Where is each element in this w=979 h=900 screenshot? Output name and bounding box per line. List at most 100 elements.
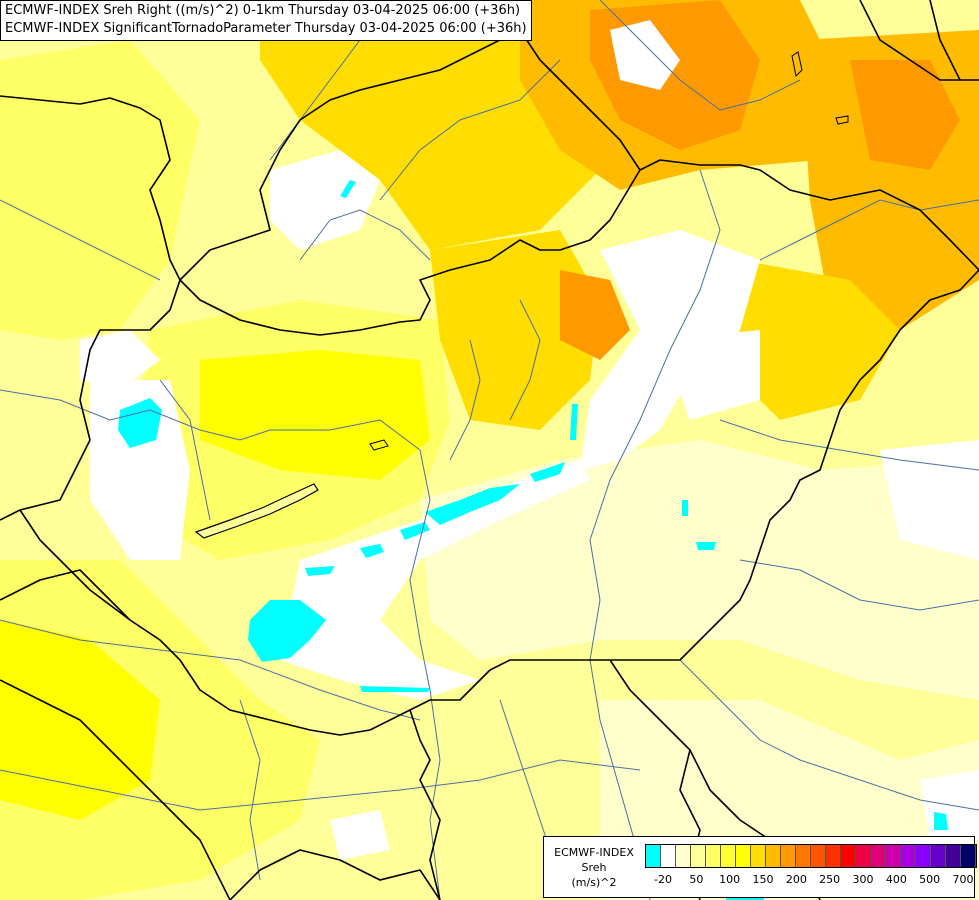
lake-small-central xyxy=(369,439,389,451)
field-white-east-edge xyxy=(880,440,979,560)
border-east-moldova xyxy=(929,0,961,81)
river-tisza xyxy=(589,169,721,900)
border-ukraine-north xyxy=(859,0,979,81)
legend-swatch xyxy=(841,845,856,867)
river-drava xyxy=(0,619,421,721)
legend-label: ECMWF-INDEX Sreh (m/s)^2 xyxy=(546,845,642,890)
border-hungary-croatia xyxy=(19,509,491,736)
river-east-1 xyxy=(759,199,979,261)
title-box: ECMWF-INDEX Sreh Right ((m/s)^2) 0-1km T… xyxy=(0,0,532,41)
legend-tick-label: 150 xyxy=(752,873,774,886)
river-central-2 xyxy=(509,299,541,421)
field-white-band xyxy=(280,460,590,700)
border-austria-hungary xyxy=(0,279,181,521)
border-slovenia-croatia xyxy=(0,569,131,621)
river-sava xyxy=(0,759,641,811)
river-central-1 xyxy=(449,339,481,461)
legend-ticks: -20 50 100 150 200 250 300 400 500 700 xyxy=(645,873,975,889)
field-white-north xyxy=(270,150,380,250)
field-dark-orange-east xyxy=(850,60,960,170)
border-bosnia xyxy=(229,849,441,900)
legend-tick-label: 200 xyxy=(785,873,807,886)
field-cyan-north xyxy=(340,180,356,198)
legend-tick-label: 500 xyxy=(919,873,941,886)
field-gold-east-band xyxy=(430,230,600,430)
border-czech-slovakia xyxy=(179,69,441,281)
river-southeast xyxy=(679,659,979,811)
legend-swatch xyxy=(676,845,691,867)
legend-swatch xyxy=(826,845,841,867)
lake-small-north xyxy=(791,51,803,78)
legend-swatch xyxy=(706,845,721,867)
legend-swatch xyxy=(691,845,706,867)
legend-swatch xyxy=(661,845,676,867)
legend-swatch xyxy=(751,845,766,867)
river-danube-west xyxy=(0,389,441,900)
field-cyan-south-strip xyxy=(360,686,430,692)
border-slovakia-hungary xyxy=(179,159,979,336)
title-sreh: ECMWF-INDEX Sreh Right ((m/s)^2) 0-1km T… xyxy=(5,3,521,18)
field-cyan-band-1 xyxy=(425,484,520,525)
field-cyan-east-small-2 xyxy=(696,542,716,550)
border-austria-north xyxy=(0,95,181,281)
river-east-2 xyxy=(719,419,979,471)
legend-swatch xyxy=(961,845,976,867)
river-west-1 xyxy=(0,199,161,281)
legend-swatches xyxy=(645,844,977,868)
color-legend: ECMWF-INDEX Sreh (m/s)^2 -20 50 100 150 200 2… xyxy=(543,836,977,898)
legend-variable: Sreh xyxy=(581,861,607,874)
legend-swatch xyxy=(886,845,901,867)
field-white-northwest xyxy=(80,330,160,390)
legend-swatch xyxy=(796,845,811,867)
lake-small-east xyxy=(835,115,849,125)
field-white-north-top xyxy=(610,20,680,90)
river-east-3 xyxy=(739,559,979,611)
field-white-south-small xyxy=(330,810,390,860)
river-north-3 xyxy=(299,209,431,261)
legend-tick-label: -20 xyxy=(654,873,672,886)
field-cyan-east-small xyxy=(682,500,688,516)
legend-tick-label: 50 xyxy=(689,873,704,886)
title-stp: ECMWF-INDEX SignificantTornadoParameter … xyxy=(5,21,527,36)
legend-swatch xyxy=(946,845,961,867)
field-pale-south xyxy=(420,440,979,700)
legend-unit: (m/s)^2 xyxy=(571,876,617,889)
field-white-mid-east xyxy=(660,330,760,420)
legend-swatch xyxy=(646,845,661,867)
border-ukraine-romania xyxy=(489,269,979,671)
field-cyan-southeast xyxy=(934,812,948,830)
border-southwest xyxy=(0,679,231,900)
legend-swatch xyxy=(916,845,931,867)
legend-model: ECMWF-INDEX xyxy=(554,846,634,859)
field-cyan-central-thin xyxy=(570,404,578,440)
river-north-2 xyxy=(379,59,561,201)
river-south-2 xyxy=(239,699,261,881)
legend-swatch xyxy=(931,845,946,867)
legend-swatch xyxy=(811,845,826,867)
lake-balaton xyxy=(194,483,319,539)
legend-tick-label: 300 xyxy=(852,873,874,886)
border-hungary-serbia xyxy=(409,709,441,900)
field-yellow-west xyxy=(0,40,200,340)
legend-swatch xyxy=(721,845,736,867)
legend-tick-label: 700 xyxy=(952,873,974,886)
legend-swatch xyxy=(736,845,751,867)
field-cyan-band-4 xyxy=(305,566,335,576)
field-white-southwest-strip xyxy=(90,380,190,560)
field-cyan-band-2 xyxy=(530,462,565,482)
river-northeast xyxy=(599,0,801,111)
river-west-2 xyxy=(159,379,211,521)
legend-swatch xyxy=(856,845,871,867)
legend-swatch xyxy=(781,845,796,867)
legend-swatch xyxy=(766,845,781,867)
legend-tick-label: 100 xyxy=(719,873,741,886)
legend-tick-label: 400 xyxy=(885,873,907,886)
field-cyan-southwest xyxy=(248,600,326,662)
field-cyan-band-5 xyxy=(400,522,430,540)
legend-swatch xyxy=(871,845,886,867)
legend-tick-label: 250 xyxy=(819,873,841,886)
field-dark-orange-center xyxy=(560,270,630,360)
